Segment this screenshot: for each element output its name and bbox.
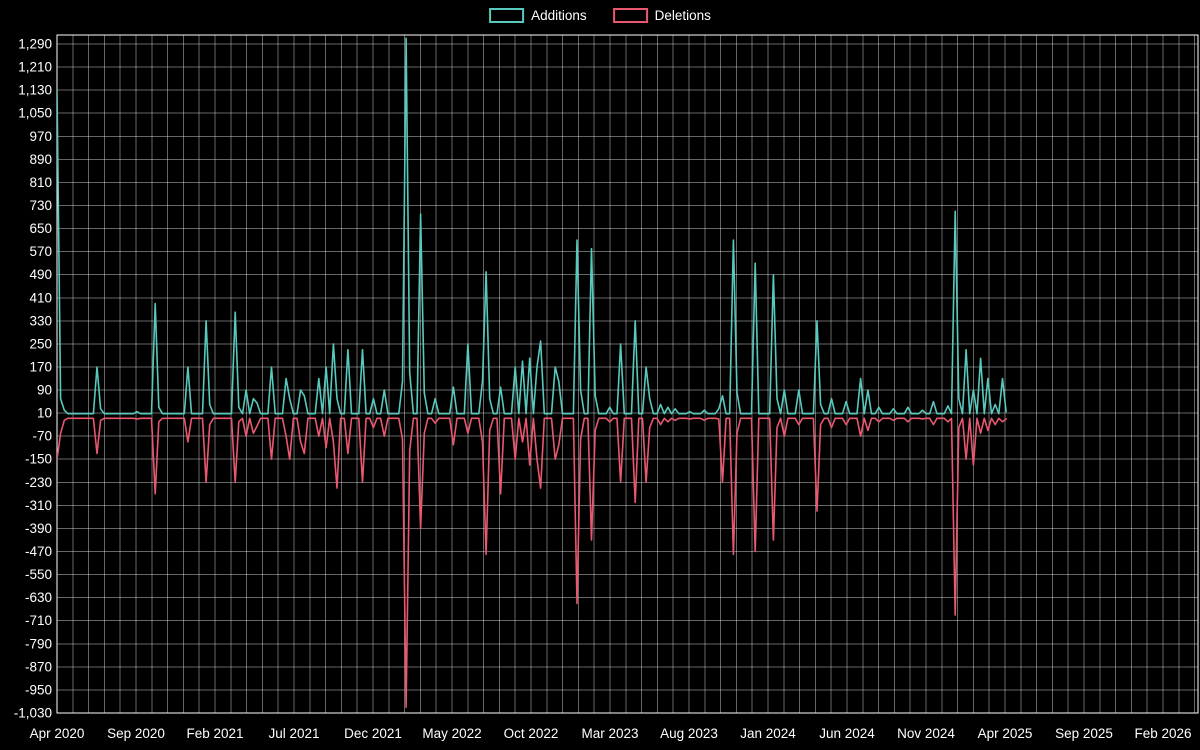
y-tick-label: -550 — [25, 567, 52, 582]
x-tick-label: May 2022 — [422, 726, 481, 741]
x-tick-label: Feb 2021 — [186, 726, 243, 741]
y-tick-label: 410 — [29, 290, 52, 305]
legend-label-deletions: Deletions — [654, 8, 711, 23]
y-tick-label: 1,130 — [18, 83, 52, 98]
y-tick-label: -390 — [25, 521, 52, 536]
y-tick-label: 810 — [29, 175, 52, 190]
chart-legend: Additions Deletions — [489, 8, 711, 23]
y-tick-label: -790 — [25, 636, 52, 651]
x-tick-label: Apr 2020 — [30, 726, 85, 741]
x-tick-label: Aug 2023 — [660, 726, 718, 741]
y-tick-label: 90 — [37, 383, 52, 398]
x-tick-label: Dec 2021 — [344, 726, 402, 741]
x-tick-label: Apr 2025 — [978, 726, 1033, 741]
x-tick-label: Mar 2023 — [581, 726, 638, 741]
x-tick-label: Jun 2024 — [819, 726, 875, 741]
legend-item-additions[interactable]: Additions — [489, 8, 587, 23]
y-tick-label: 170 — [29, 359, 52, 374]
x-tick-label: Jan 2024 — [740, 726, 796, 741]
y-tick-label: 330 — [29, 313, 52, 328]
y-tick-label: -150 — [25, 452, 52, 467]
plot-border — [56, 34, 1199, 714]
y-tick-label: -870 — [25, 659, 52, 674]
x-tick-label: Sep 2020 — [107, 726, 165, 741]
additions-swatch-icon — [489, 8, 525, 23]
y-tick-label: -710 — [25, 613, 52, 628]
y-tick-label: 1,210 — [18, 60, 52, 75]
y-tick-label: 10 — [37, 406, 52, 421]
x-tick-label: Sep 2025 — [1055, 726, 1113, 741]
y-tick-label: -950 — [25, 682, 52, 697]
y-tick-label: 970 — [29, 129, 52, 144]
y-tick-label: -470 — [25, 544, 52, 559]
y-tick-label: 1,290 — [18, 37, 52, 52]
x-tick-label: Jul 2021 — [268, 726, 319, 741]
deletions-swatch-icon — [612, 8, 648, 23]
y-tick-label: -630 — [25, 590, 52, 605]
y-tick-label: -1,030 — [14, 706, 52, 721]
y-tick-label: 730 — [29, 198, 52, 213]
legend-item-deletions[interactable]: Deletions — [612, 8, 711, 23]
y-tick-label: -70 — [32, 429, 52, 444]
deletions-line — [57, 417, 1007, 708]
x-tick-label: Nov 2024 — [897, 726, 955, 741]
y-tick-label: -310 — [25, 498, 52, 513]
x-tick-label: Oct 2022 — [504, 726, 559, 741]
additions-line — [57, 37, 1007, 415]
x-tick-label: Feb 2026 — [1134, 726, 1191, 741]
y-tick-label: 1,050 — [18, 106, 52, 121]
legend-label-additions: Additions — [531, 8, 587, 23]
y-tick-label: -230 — [25, 475, 52, 490]
y-tick-label: 890 — [29, 152, 52, 167]
y-tick-label: 250 — [29, 336, 52, 351]
y-tick-label: 650 — [29, 221, 52, 236]
y-tick-label: 570 — [29, 244, 52, 259]
y-tick-label: 490 — [29, 267, 52, 282]
